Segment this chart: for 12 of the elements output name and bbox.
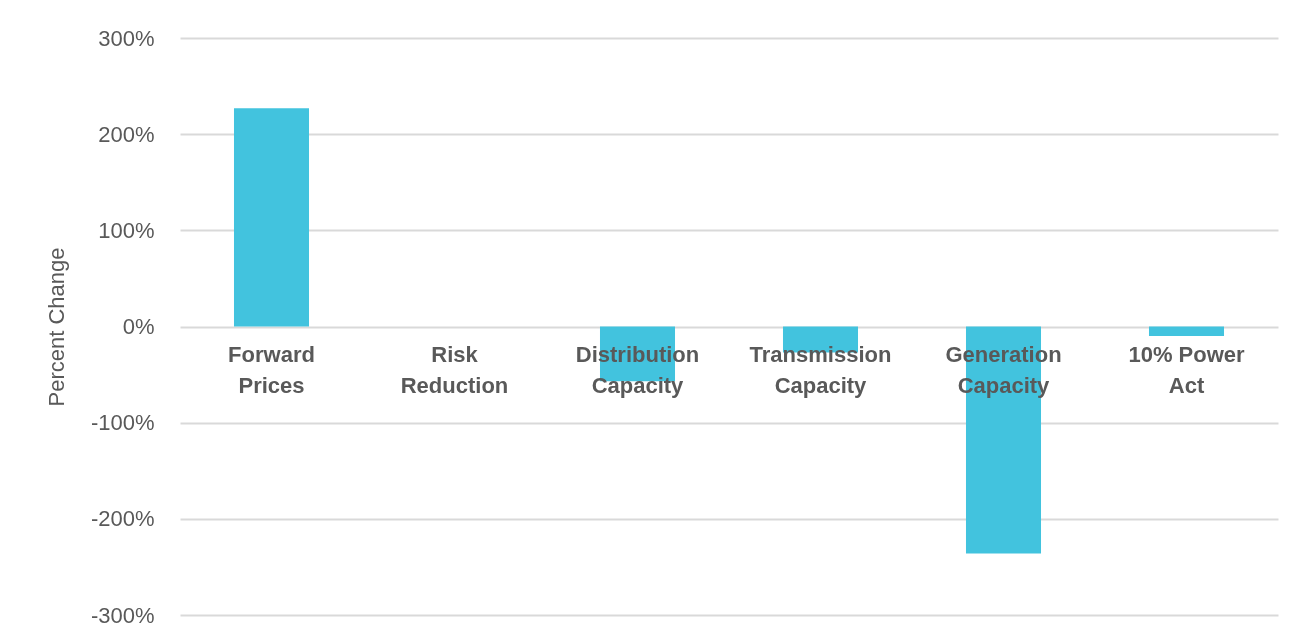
x-tick-label: 10% Power Act xyxy=(1128,342,1246,398)
x-tick-label: Forward Prices xyxy=(228,342,315,398)
y-axis-title: Percent Change xyxy=(43,247,69,407)
y-tick-label: 300% xyxy=(98,25,155,51)
y-tick-label: -300% xyxy=(90,602,155,628)
x-tick-label: Transmission Capacity xyxy=(749,342,892,398)
y-tick-label: -100% xyxy=(90,410,155,436)
y-tick-label: -200% xyxy=(90,506,155,532)
y-tick-label: 0% xyxy=(122,314,155,339)
x-tick-label: Risk Reduction xyxy=(400,342,509,398)
y-tick-label: 100% xyxy=(98,217,155,243)
y-tick-label: 200% xyxy=(98,121,155,147)
